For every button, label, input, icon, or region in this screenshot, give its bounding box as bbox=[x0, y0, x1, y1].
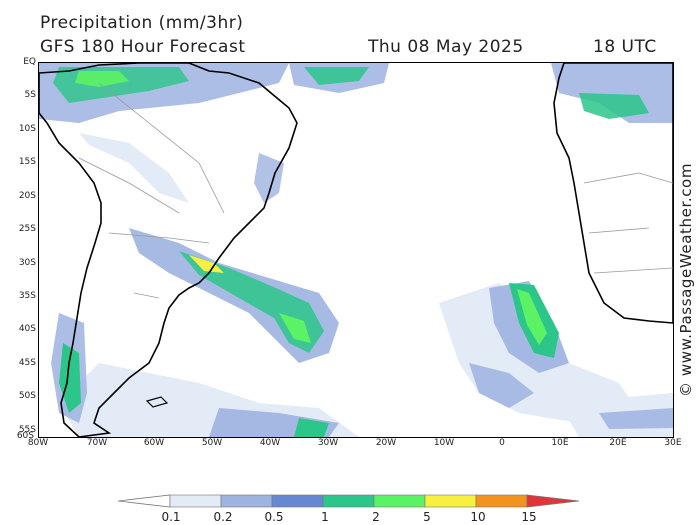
colorbar-tip-low bbox=[118, 494, 171, 508]
colorbar-segment bbox=[220, 494, 273, 508]
precip-front-peak bbox=[189, 255, 224, 273]
south-america-coastline bbox=[39, 63, 298, 437]
precipitation-layer bbox=[39, 63, 673, 437]
precipitation-colorbar bbox=[118, 494, 580, 508]
lon-label-30w: 30W bbox=[317, 438, 339, 448]
colorbar-segments bbox=[118, 494, 580, 508]
forecast-date: Thu 08 May 2025 bbox=[368, 37, 524, 57]
precip-itcz-west-peak bbox=[75, 71, 129, 87]
lat-label-5s: 5S bbox=[24, 90, 36, 100]
lon-label-50w: 50W bbox=[201, 438, 223, 448]
colorbar-segment bbox=[169, 494, 222, 508]
legend-label-5: 5 bbox=[423, 510, 431, 524]
colorbar-segment bbox=[373, 494, 426, 508]
legend-label-10: 10 bbox=[470, 510, 486, 524]
colorbar-segment bbox=[424, 494, 477, 508]
country-borders bbox=[78, 82, 673, 299]
lon-label-10w: 10W bbox=[433, 438, 455, 448]
legend-label-0.1: 0.1 bbox=[161, 510, 181, 524]
lat-label-10s: 10S bbox=[18, 124, 36, 134]
legend-label-0.5: 0.5 bbox=[264, 510, 284, 524]
map-canvas bbox=[39, 63, 673, 437]
legend-label-0.2: 0.2 bbox=[213, 510, 233, 524]
lat-label-60s: 60S bbox=[16, 431, 34, 441]
precip-brazil-coast bbox=[254, 153, 284, 203]
lat-label-15s: 15S bbox=[18, 157, 36, 167]
lat-label-35s: 35S bbox=[18, 291, 36, 301]
colorbar-tip-high bbox=[526, 494, 580, 508]
lat-label-20s: 20S bbox=[18, 191, 36, 201]
lon-label-40w: 40W bbox=[259, 438, 281, 448]
precip-cyclone-peak bbox=[517, 289, 547, 345]
precip-far-south-east-2 bbox=[599, 408, 673, 429]
forecast-time: 18 UTC bbox=[593, 37, 657, 57]
lon-label-30e: 30E bbox=[664, 438, 682, 448]
watermark: © www.PassageWeather.com bbox=[676, 150, 696, 410]
precip-itcz-mid-core bbox=[304, 67, 369, 85]
landmass-layer bbox=[39, 63, 673, 437]
precip-patagonia-core bbox=[59, 343, 81, 413]
lon-label-70w: 70W bbox=[86, 438, 108, 448]
lon-label-0: 0 bbox=[499, 438, 505, 448]
lat-label-45s: 45S bbox=[18, 358, 36, 368]
lat-label-50s: 50S bbox=[18, 391, 36, 401]
legend-label-1: 1 bbox=[321, 510, 329, 524]
colorbar-segment bbox=[271, 494, 324, 508]
lat-label-30s: 30S bbox=[18, 258, 36, 268]
colorbar-segment bbox=[322, 494, 375, 508]
lat-label-40s: 40S bbox=[18, 324, 36, 334]
precipitation-map bbox=[38, 62, 674, 438]
lon-label-20w: 20W bbox=[375, 438, 397, 448]
legend-label-2: 2 bbox=[372, 510, 380, 524]
lat-label-55s: 55S bbox=[18, 425, 36, 435]
watermark-text: © www.PassageWeather.com bbox=[677, 162, 695, 398]
lon-label-80w: 80W bbox=[27, 438, 49, 448]
lon-label-20e: 20E bbox=[609, 438, 627, 448]
title: Precipitation (mm/3hr) bbox=[40, 13, 244, 33]
colorbar-segment bbox=[475, 494, 528, 508]
legend-label-15: 15 bbox=[521, 510, 537, 524]
subtitle: GFS 180 Hour Forecast bbox=[40, 37, 246, 57]
precip-front-peak-2 bbox=[279, 313, 311, 343]
lon-label-60w: 60W bbox=[143, 438, 165, 448]
lat-label-eq: EQ bbox=[23, 57, 36, 67]
africa-coastline bbox=[553, 63, 673, 324]
precip-cyclone-tail bbox=[469, 363, 534, 408]
precip-south-belt-peak bbox=[294, 418, 329, 437]
lat-label-25s: 25S bbox=[18, 224, 36, 234]
precip-itcz-east-core bbox=[579, 93, 649, 119]
falkland-islands bbox=[145, 396, 169, 408]
precip-inland-streak bbox=[79, 133, 189, 203]
lon-label-10e: 10E bbox=[551, 438, 569, 448]
